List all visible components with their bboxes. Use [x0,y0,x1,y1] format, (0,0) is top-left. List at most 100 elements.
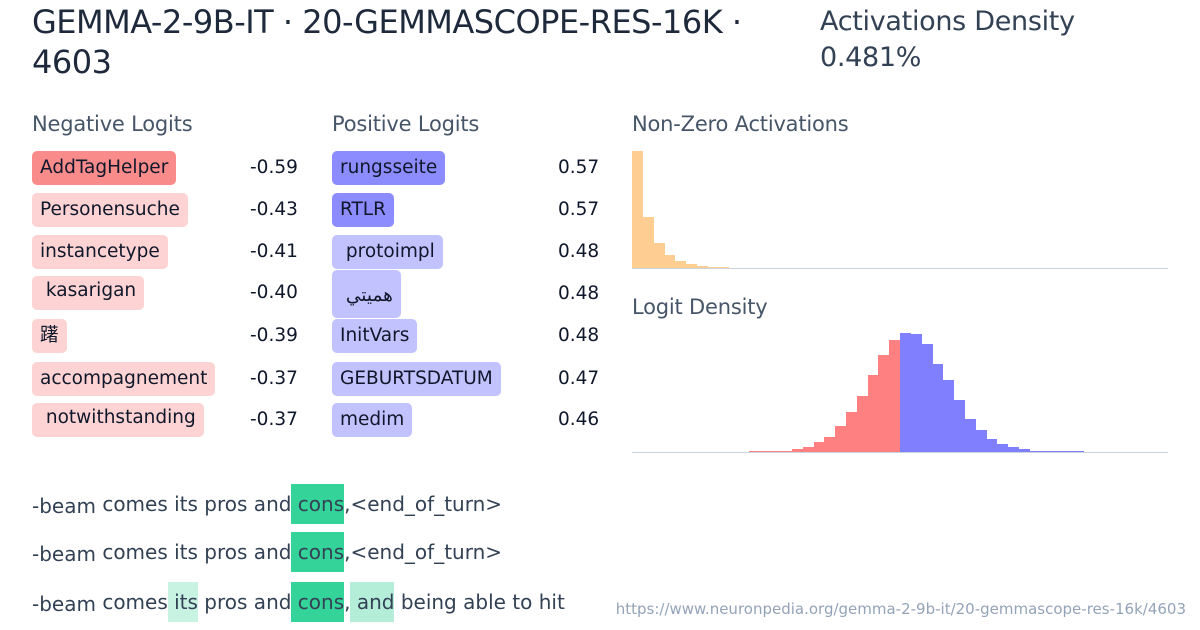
positive-logit-value: 0.57 [558,199,600,220]
example-token: pros [197,540,248,564]
positive-logit-value: 0.48 [558,283,600,304]
logit-density-positive-bar [1029,451,1041,452]
example-token: and [247,540,292,564]
example-token: -beam [32,542,96,566]
logit-density-negative-bar [813,442,825,452]
example-token: its [167,540,198,564]
logit-density-positive-bar [910,334,922,452]
logit-density-negative-bar [878,355,890,452]
example-token: able [456,590,506,614]
negative-logit-value: -0.43 [250,199,298,220]
highlighted-token: cons [291,484,345,524]
logit-density-positive-bar [997,444,1009,452]
activations-density-value: 0.481% [820,42,922,73]
logit-density-positive-bar [900,333,912,452]
logit-density-negative-bar [846,412,858,452]
logit-density-negative-bar [759,451,771,452]
activation-histogram-bar [653,243,665,268]
logit-density-negative-bar [835,426,847,452]
highlighted-token: cons [291,532,345,572]
logit-density-positive-bar [1040,451,1052,452]
logit-density-negative-bar [748,451,760,452]
activation-histogram-bar [642,217,654,268]
activation-example-line[interactable]: -beam comes its pros and cons, and being… [32,582,565,622]
logit-density-negative-bar [781,450,793,452]
negative-logit-value: -0.59 [250,157,298,178]
logit-density-positive-bar [954,400,966,452]
activation-histogram-bar [675,261,687,268]
negative-logit-token: instancetype [32,235,168,269]
logit-density-positive-bar [1072,451,1084,452]
logit-density-positive-bar [921,344,933,452]
positive-logit-value: 0.47 [558,368,600,389]
logit-density-axis-line [632,451,1168,453]
logit-density-histogram [632,322,1168,453]
positive-logit-token: protoimpl [332,235,443,269]
example-token: hit [532,590,565,614]
activation-histogram-bar [707,266,719,268]
logit-density-negative-bar [770,451,782,452]
activations-axis-line [632,267,1168,269]
example-token: -beam [32,494,96,518]
activation-histogram-bar [686,264,698,268]
activations-density: Activations Density 0.481% [820,4,1075,76]
example-token: <end_of_turn> [350,540,503,564]
non-zero-activations-title: Non-Zero Activations [632,112,849,136]
negative-logit-value: -0.39 [250,325,298,346]
activation-histogram-bar [696,265,708,268]
negative-logit-value: -0.37 [250,368,298,389]
example-token: and [247,590,292,614]
positive-logit-value: 0.57 [558,157,600,178]
negative-logit-token: accompagnement [32,362,216,396]
source-url[interactable]: https://www.neuronpedia.org/gemma-2-9b-i… [615,600,1186,618]
positive-logit-token: rungsseite [332,151,446,185]
logit-density-negative-bar [889,340,901,452]
activations-density-label: Activations Density [820,6,1075,37]
activation-example-line[interactable]: -beam comes its pros and cons,<end_of_tu… [32,484,502,524]
positive-logit-token: InitVars [332,319,418,353]
activation-histogram-bar [718,267,730,268]
logit-density-title: Logit Density [632,295,768,319]
logit-density-positive-bar [1008,447,1020,452]
activation-histogram-bar [632,151,644,268]
logit-density-positive-bar [986,439,998,452]
example-token: its [167,492,198,516]
example-token: pros [197,590,248,614]
example-token: -beam [32,592,96,616]
example-token: , [344,590,351,614]
example-token: being [394,590,457,614]
page-title: GEMMA-2-9B-IT · 20-GEMMASCOPE-RES-16K · … [32,3,742,81]
positive-logit-value: 0.46 [558,409,600,430]
activation-example-line[interactable]: -beam comes its pros and cons,<end_of_tu… [32,532,502,572]
example-token: comes [95,492,168,516]
positive-logit-value: 0.48 [558,241,600,262]
non-zero-activations-histogram [632,140,1168,269]
activation-histogram-bar [664,255,676,268]
positive-logits-title: Positive Logits [332,112,480,136]
logit-density-positive-bar [932,364,944,452]
example-token: comes [95,540,168,564]
example-token: <end_of_turn> [350,492,503,516]
negative-logit-token: 躇 [32,319,67,353]
highlighted-token: its [167,582,198,622]
negative-logits-title: Negative Logits [32,112,193,136]
logit-density-negative-bar [792,449,804,452]
negative-logit-token: notwithstanding [32,403,204,437]
negative-logit-value: -0.40 [250,282,298,303]
negative-logit-token: AddTagHelper [32,151,177,185]
highlighted-token: and [350,582,395,622]
logit-density-negative-bar [824,437,836,452]
negative-logit-value: -0.37 [250,409,298,430]
positive-logit-value: 0.48 [558,325,600,346]
example-token: comes [95,590,168,614]
logit-density-positive-bar [943,380,955,452]
negative-logit-token: kasarigan [32,276,145,310]
logit-density-negative-bar [867,375,879,452]
logit-density-positive-bar [1062,451,1074,452]
negative-logit-value: -0.41 [250,241,298,262]
positive-logit-token: medim [332,403,413,437]
positive-logit-token: GEBURTSDATUM [332,362,501,396]
example-token: pros [197,492,248,516]
logit-density-positive-bar [975,430,987,452]
highlighted-token: cons [291,582,345,622]
